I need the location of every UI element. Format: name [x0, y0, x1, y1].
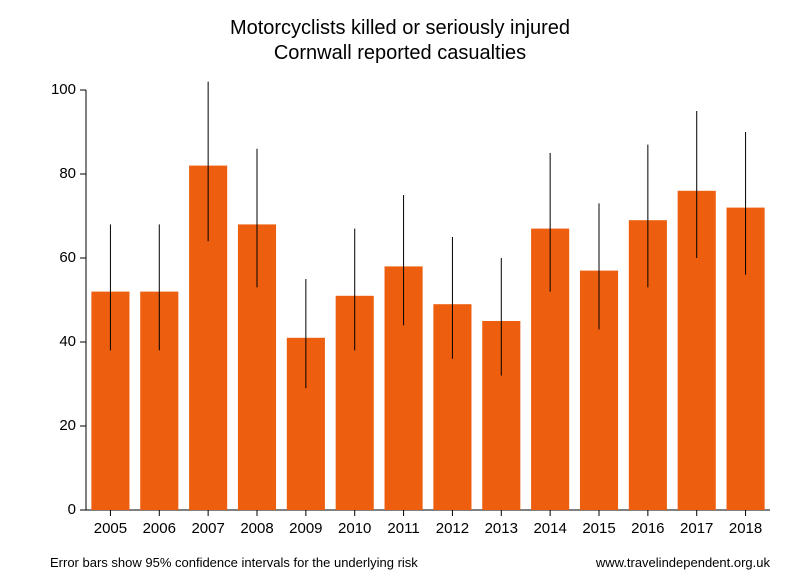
chart-svg: [0, 0, 800, 580]
x-tick-label: 2006: [143, 520, 176, 537]
y-tick-label: 0: [68, 501, 76, 518]
x-tick-label: 2007: [191, 520, 224, 537]
x-tick-label: 2014: [533, 520, 566, 537]
chart-footer: Error bars show 95% confidence intervals…: [50, 555, 770, 570]
y-tick-label: 20: [59, 417, 76, 434]
x-tick-label: 2016: [631, 520, 664, 537]
chart-container: Motorcyclists killed or seriously injure…: [0, 0, 800, 580]
y-tick-label: 60: [59, 249, 76, 266]
x-tick-label: 2012: [436, 520, 469, 537]
x-tick-label: 2008: [240, 520, 273, 537]
x-tick-label: 2009: [289, 520, 322, 537]
x-tick-label: 2017: [680, 520, 713, 537]
x-tick-label: 2010: [338, 520, 371, 537]
x-tick-label: 2005: [94, 520, 127, 537]
x-tick-label: 2018: [729, 520, 762, 537]
x-tick-label: 2013: [485, 520, 518, 537]
footer-note-left: Error bars show 95% confidence intervals…: [50, 555, 418, 570]
x-tick-label: 2015: [582, 520, 615, 537]
footer-note-right: www.travelindependent.org.uk: [596, 555, 770, 570]
x-tick-label: 2011: [387, 520, 419, 537]
y-tick-label: 100: [51, 81, 76, 98]
y-tick-label: 40: [59, 333, 76, 350]
y-tick-label: 80: [59, 165, 76, 182]
